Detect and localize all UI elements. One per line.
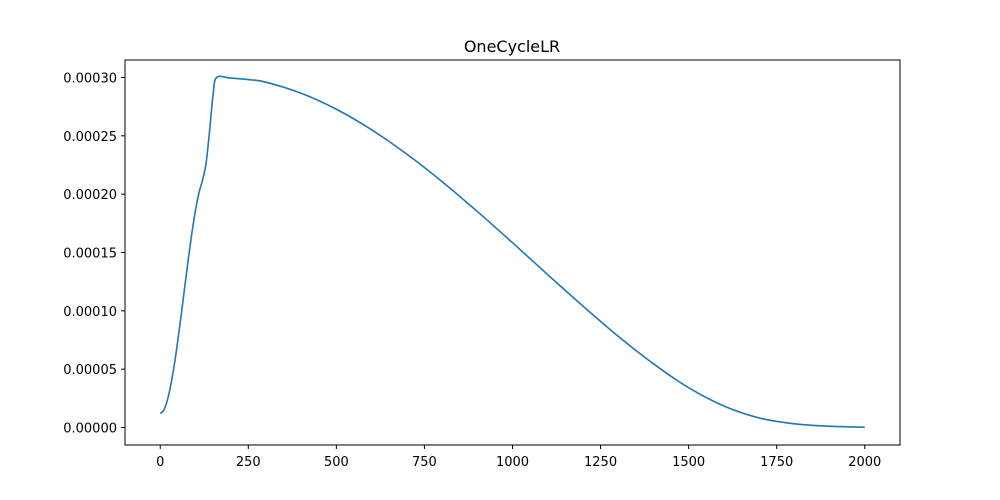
x-tick-label: 500 [324, 455, 349, 470]
x-tick-label: 2000 [848, 455, 881, 470]
x-tick-label: 1000 [496, 455, 529, 470]
chart-title: OneCycleLR [464, 37, 560, 56]
x-tick-label: 0 [156, 455, 164, 470]
y-tick-label: 0.00000 [63, 422, 117, 437]
y-tick-label: 0.00020 [63, 188, 117, 203]
y-tick-label: 0.00030 [63, 72, 117, 87]
x-tick-label: 250 [236, 455, 261, 470]
x-tick-label: 1750 [760, 455, 793, 470]
plot-frame [124, 59, 901, 446]
series-layer [159, 75, 865, 429]
y-tick-label: 0.00025 [63, 130, 117, 145]
y-tick-label: 0.00005 [63, 363, 117, 378]
series-line [159, 75, 865, 429]
y-tick-label: 0.00010 [63, 305, 117, 320]
x-axis-ticks: 0 250 500 750 1000 1250 1500 1750 2000 [156, 445, 881, 470]
x-tick-label: 1250 [584, 455, 617, 470]
x-tick-label: 750 [412, 455, 437, 470]
x-tick-label: 1500 [672, 455, 705, 470]
y-tick-label: 0.00015 [63, 247, 117, 262]
y-axis-ticks: 0.00000 0.00005 0.00010 0.00015 0.00020 0.000… [63, 72, 125, 437]
